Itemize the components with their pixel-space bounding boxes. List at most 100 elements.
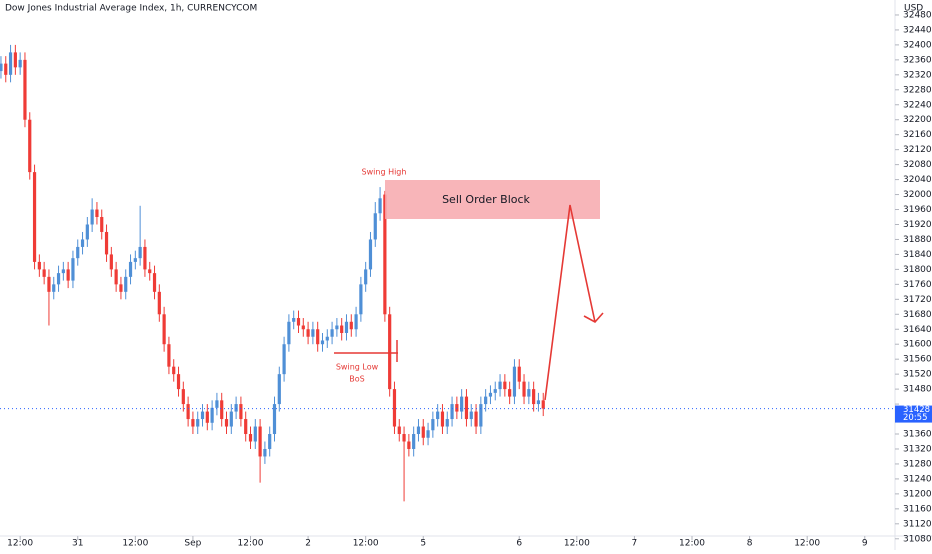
candle-body	[133, 258, 137, 262]
x-tick-label: 12:00	[238, 539, 264, 549]
order-block-zone	[385, 180, 600, 219]
candle-body	[282, 344, 286, 375]
candle-body	[349, 321, 353, 330]
candle-body	[104, 231, 109, 255]
candle-body	[484, 396, 488, 405]
y-tick-label: 31160	[903, 504, 932, 514]
y-tick-label: 32080	[903, 160, 932, 170]
candle-body	[196, 419, 200, 427]
candle-body	[13, 52, 17, 68]
candle-body	[248, 434, 253, 442]
y-tick-label: 31120	[903, 519, 932, 529]
y-tick-label: 31560	[903, 355, 932, 365]
candle-body	[488, 392, 493, 397]
y-tick-label: 31600	[903, 340, 932, 350]
x-tick-label: 9	[862, 539, 868, 549]
candle-body	[407, 441, 411, 449]
y-tick-label: 32120	[903, 145, 932, 155]
y-tick-label: 32280	[903, 85, 932, 95]
y-tick-label: 32400	[903, 40, 932, 50]
last-price-box	[895, 405, 932, 423]
candle-body	[114, 269, 118, 285]
candle-body	[128, 261, 133, 277]
y-tick-label: 32000	[903, 190, 932, 200]
y-tick-label: 31480	[903, 385, 932, 395]
candle-body	[445, 419, 449, 427]
candle-body	[200, 411, 205, 420]
candle-body	[138, 246, 142, 259]
x-tick-label: 12:00	[7, 539, 33, 549]
candle-body	[0, 63, 3, 72]
y-tick-label: 32480	[903, 10, 932, 20]
candle-body	[388, 314, 392, 390]
candle-body	[426, 430, 430, 438]
candle-body	[47, 276, 51, 292]
candle-body	[440, 411, 445, 427]
candle-body	[316, 329, 320, 345]
candle-body	[85, 224, 89, 240]
y-tick-label: 31080	[903, 534, 932, 544]
y-tick-label: 31920	[903, 220, 932, 230]
candle-body	[272, 404, 277, 435]
candle-body	[469, 411, 473, 420]
candle-body	[224, 419, 229, 427]
candle-body	[4, 63, 8, 75]
candle-body	[421, 426, 425, 438]
candle-body	[215, 400, 219, 408]
candle-body	[378, 198, 382, 214]
candle-body	[152, 273, 157, 292]
y-tick-label: 31240	[903, 474, 932, 484]
candle-body	[220, 400, 224, 420]
y-tick-label: 32040	[903, 175, 932, 185]
x-tick-label: 12:00	[122, 539, 148, 549]
candle-body	[191, 419, 195, 427]
candle-body	[532, 389, 536, 405]
order-block-label: Sell Order Block	[442, 193, 530, 206]
candle-body	[536, 400, 541, 405]
candle-body	[61, 269, 65, 274]
candle-body	[392, 389, 397, 427]
y-tick-label: 32320	[903, 70, 932, 80]
last-price-label: 31428	[903, 405, 930, 415]
x-tick-label: 6	[516, 539, 522, 549]
candle-body	[172, 366, 176, 375]
swing-low-label: Swing Low	[336, 363, 379, 372]
candle-body	[234, 404, 238, 412]
y-tick-label: 32360	[903, 55, 932, 65]
x-tick-label: 8	[747, 539, 753, 549]
candle-body	[253, 426, 257, 442]
y-tick-label: 32240	[903, 100, 932, 110]
candle-body	[292, 318, 296, 322]
y-tick-label: 31840	[903, 250, 932, 260]
candle-body	[56, 273, 61, 285]
candle-body	[157, 291, 161, 315]
y-tick-label: 32160	[903, 130, 932, 140]
candle-body	[344, 321, 349, 333]
candle-body	[109, 254, 113, 270]
candle-body	[95, 209, 99, 218]
y-tick-label: 31360	[903, 430, 932, 440]
x-tick-label: 12:00	[564, 539, 590, 549]
candle-body	[474, 411, 478, 427]
candle-body	[320, 340, 325, 345]
y-tick-label: 31200	[903, 489, 932, 499]
x-tick-label: 2	[305, 539, 311, 549]
candle-body	[287, 321, 291, 345]
candle-body	[460, 396, 464, 412]
candle-body	[176, 374, 181, 390]
x-tick-label: 12:00	[794, 539, 820, 549]
candle-body	[436, 411, 440, 420]
candle-body	[306, 329, 310, 337]
y-tick-label: 31280	[903, 459, 932, 469]
candle-body	[52, 284, 56, 292]
y-tick-label: 31680	[903, 310, 932, 320]
countdown-label: 20:55	[903, 413, 928, 423]
candle-body	[32, 172, 37, 262]
candle-body	[311, 329, 315, 337]
arrow-head	[583, 312, 604, 324]
x-tick-label: 7	[632, 539, 638, 549]
candle-body	[124, 276, 128, 292]
candle-body	[210, 407, 214, 423]
candle-body	[330, 329, 334, 337]
